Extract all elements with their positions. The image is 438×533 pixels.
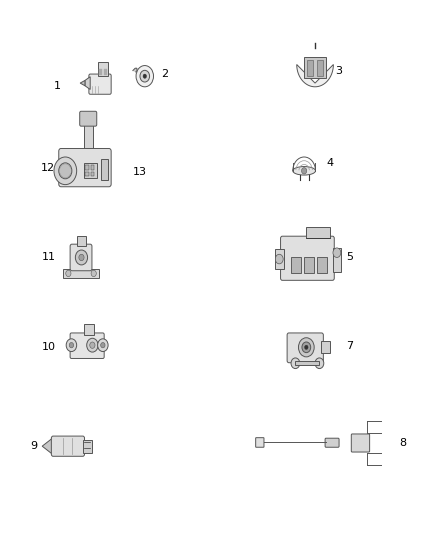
Circle shape xyxy=(75,250,88,265)
Circle shape xyxy=(304,345,308,350)
Bar xyxy=(291,257,300,273)
Circle shape xyxy=(79,254,84,261)
Polygon shape xyxy=(80,80,85,86)
Bar xyxy=(317,257,327,273)
Text: 13: 13 xyxy=(133,167,147,177)
Bar xyxy=(77,236,86,246)
Circle shape xyxy=(143,74,147,78)
Bar xyxy=(84,163,97,177)
Circle shape xyxy=(291,358,300,368)
FancyBboxPatch shape xyxy=(89,74,111,94)
FancyBboxPatch shape xyxy=(80,111,97,126)
Text: 12: 12 xyxy=(41,163,55,173)
Polygon shape xyxy=(133,68,137,72)
Bar xyxy=(321,341,330,353)
Ellipse shape xyxy=(293,166,315,175)
Text: 2: 2 xyxy=(161,69,168,79)
Bar xyxy=(84,324,94,335)
Bar xyxy=(99,69,102,75)
Bar xyxy=(304,56,326,78)
Circle shape xyxy=(59,163,72,179)
Circle shape xyxy=(90,342,95,349)
FancyBboxPatch shape xyxy=(325,438,339,447)
FancyBboxPatch shape xyxy=(281,236,334,280)
Bar xyxy=(317,60,323,76)
Text: 1: 1 xyxy=(54,81,61,91)
Text: 11: 11 xyxy=(42,252,56,262)
Bar xyxy=(84,122,93,151)
Text: 3: 3 xyxy=(336,66,343,76)
Circle shape xyxy=(301,167,307,174)
FancyBboxPatch shape xyxy=(70,244,92,271)
Circle shape xyxy=(69,343,74,348)
Circle shape xyxy=(101,343,105,348)
Bar xyxy=(83,440,92,453)
Bar xyxy=(307,60,313,76)
Text: 7: 7 xyxy=(346,341,353,351)
Circle shape xyxy=(66,270,71,277)
Circle shape xyxy=(66,339,77,352)
Circle shape xyxy=(140,70,150,82)
Bar xyxy=(91,172,94,176)
Polygon shape xyxy=(42,438,53,455)
Bar xyxy=(295,361,319,366)
Bar xyxy=(98,62,108,76)
Bar xyxy=(85,165,89,169)
Polygon shape xyxy=(85,77,90,90)
Text: 5: 5 xyxy=(346,252,353,262)
Polygon shape xyxy=(297,64,333,87)
Circle shape xyxy=(302,342,311,353)
FancyBboxPatch shape xyxy=(70,333,104,359)
Circle shape xyxy=(87,338,98,352)
Circle shape xyxy=(54,157,77,184)
Circle shape xyxy=(98,339,108,352)
Bar xyxy=(306,227,330,238)
Bar xyxy=(85,172,89,176)
Text: 9: 9 xyxy=(30,441,37,451)
Bar xyxy=(275,249,284,269)
Circle shape xyxy=(276,254,283,264)
Text: 8: 8 xyxy=(399,438,406,448)
FancyBboxPatch shape xyxy=(287,333,323,363)
Text: 10: 10 xyxy=(42,342,56,352)
Bar xyxy=(91,165,94,169)
Circle shape xyxy=(333,248,341,257)
Circle shape xyxy=(91,270,96,277)
Bar xyxy=(63,269,99,278)
Circle shape xyxy=(298,338,314,357)
FancyBboxPatch shape xyxy=(351,434,370,452)
FancyBboxPatch shape xyxy=(51,436,85,456)
Bar xyxy=(332,248,341,272)
Bar xyxy=(104,69,107,75)
Circle shape xyxy=(136,66,153,87)
Bar xyxy=(101,159,108,180)
FancyBboxPatch shape xyxy=(256,438,264,447)
Text: 4: 4 xyxy=(327,158,334,168)
Circle shape xyxy=(315,358,324,368)
FancyBboxPatch shape xyxy=(59,149,111,187)
Bar xyxy=(304,257,314,273)
